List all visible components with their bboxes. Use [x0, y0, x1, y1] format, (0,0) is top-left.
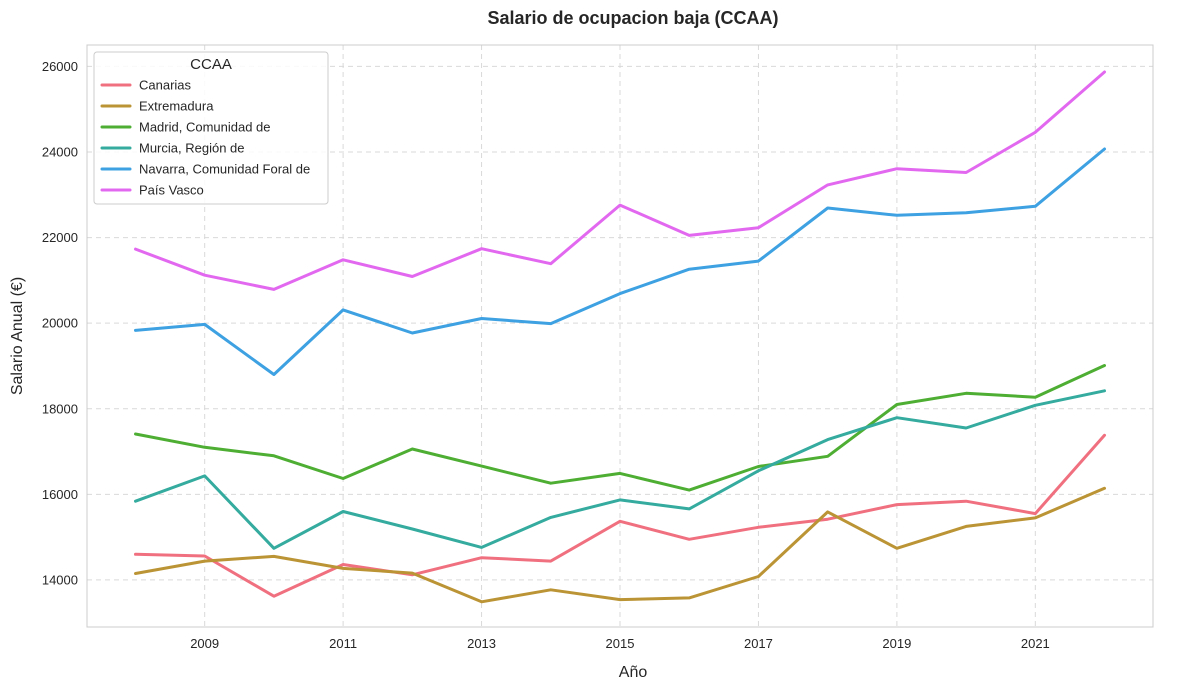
y-tick-label: 20000 [42, 316, 78, 331]
grid [87, 45, 1153, 627]
y-tick-label: 26000 [42, 59, 78, 74]
legend-label: Madrid, Comunidad de [139, 120, 271, 135]
legend-label: Navarra, Comunidad Foral de [139, 162, 310, 177]
x-axis-label: Año [619, 664, 648, 681]
series-line-1 [134, 433, 1106, 598]
x-tick-label: 2011 [329, 636, 357, 651]
legend-label: País Vasco [139, 183, 204, 198]
series-line-4 [134, 389, 1106, 550]
x-tick-label: 2019 [882, 636, 911, 651]
legend-label: Extremadura [139, 99, 214, 114]
series-line-6 [134, 70, 1106, 291]
legend-items: Canarias Extremadura Madrid, Comunidad de M… [100, 78, 310, 198]
legend: CCAA Canarias Extremadura Madrid, Comunida… [93, 51, 329, 205]
y-tick-label: 16000 [42, 487, 78, 502]
x-tick-label: 2017 [744, 636, 773, 651]
series-lines [134, 70, 1106, 604]
series-line-2 [134, 486, 1106, 604]
x-tick-label: 2009 [190, 636, 219, 651]
x-tick-label: 2015 [606, 636, 635, 651]
tick-labels: 2009 2011 2013 2015 2017 2019 2021 14000 16000 18… [42, 59, 1050, 651]
legend-label: Canarias [139, 78, 192, 93]
x-tick-label: 2021 [1021, 636, 1050, 651]
chart-title: Salario de ocupacion baja (CCAA) [487, 8, 778, 28]
series-line-3 [134, 364, 1106, 492]
y-tick-label: 22000 [42, 230, 78, 245]
x-tick-label: 2013 [467, 636, 496, 651]
legend-title: CCAA [190, 56, 232, 73]
y-tick-label: 24000 [42, 144, 78, 159]
y-tick-label: 18000 [42, 401, 78, 416]
legend-label: Murcia, Región de [139, 141, 245, 156]
legend-box [93, 51, 329, 205]
plot-frame [86, 44, 1154, 628]
y-axis-label: Salario Anual (€) [9, 277, 26, 395]
y-tick-label: 14000 [42, 572, 78, 587]
series-line-5 [134, 147, 1106, 376]
